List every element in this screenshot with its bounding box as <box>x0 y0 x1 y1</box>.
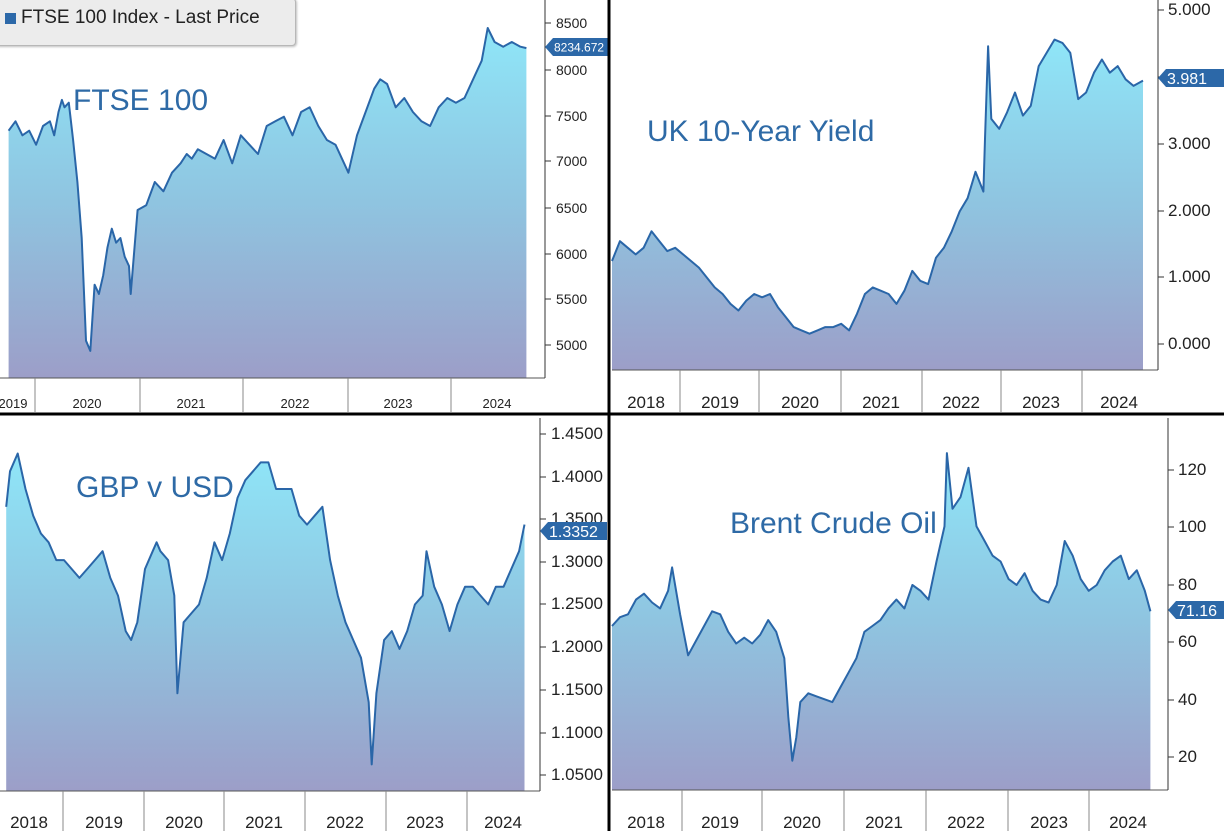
gbp-v-usd-x-tick-label: 2022 <box>326 813 364 831</box>
brent-crude-oil-y-tick-label: 60 <box>1178 632 1197 651</box>
uk-10-year-yield-x-tick-label: 2018 <box>627 393 665 412</box>
legend: FTSE 100 Index - Last Price <box>0 0 296 46</box>
brent-crude-oil-area <box>612 453 1151 790</box>
uk-10-year-yield-area <box>612 39 1143 370</box>
uk-10-year-yield-x-tick-label: 2024 <box>1100 393 1138 412</box>
ftse-100-x-tick-label: 2020 <box>73 396 102 411</box>
gbp-v-usd-last-value-badge <box>540 522 607 540</box>
gbp-v-usd-y-tick-label: 1.2000 <box>551 637 603 656</box>
uk-10-year-yield-y-tick-label: 1.000 <box>1168 267 1211 286</box>
gbp-v-usd-area <box>6 453 525 791</box>
ftse-100-x-tick-label: 2023 <box>384 396 413 411</box>
brent-crude-oil-panel: 2018 2019 2020 2021 2022 2023 2024 120 100 80 60 40… <box>611 418 1224 832</box>
brent-crude-oil-x-tick-label: 2018 <box>627 813 665 831</box>
gbp-v-usd-last-value-label: 1.3352 <box>549 524 598 541</box>
gbp-v-usd-y-tick-label: 1.0500 <box>551 765 603 784</box>
brent-crude-oil-y-tick-label: 120 <box>1178 460 1206 479</box>
gbp-v-usd-y-tick-label: 1.2500 <box>551 594 603 613</box>
ftse-100-y-tick-label: 5000 <box>556 337 587 353</box>
brent-crude-oil-x-tick-label: 2024 <box>1109 813 1147 831</box>
uk-10-year-yield-x-tick-label: 2019 <box>701 393 739 412</box>
ftse-100-last-value-label: 8234.672 <box>554 40 604 54</box>
brent-crude-oil-x-tick-label: 2020 <box>783 813 821 831</box>
ftse-100-x-tick-label: 2022 <box>281 396 310 411</box>
brent-crude-oil-last-value-label: 71.16 <box>1177 603 1217 620</box>
uk-10-year-yield-y-tick-label: 2.000 <box>1168 201 1211 220</box>
gbp-v-usd-x-tick-label: 2024 <box>484 813 522 831</box>
uk-10-year-yield-series-line <box>611 38 1144 335</box>
uk-10-year-yield-x-tick-label: 2020 <box>781 393 819 412</box>
uk-10-year-yield-last-value-badge <box>1158 69 1224 87</box>
gbp-v-usd-x-tick-label: 2023 <box>406 813 444 831</box>
uk-10-year-yield-x-tick-label: 2021 <box>862 393 900 412</box>
brent-crude-oil-y-tick-label: 40 <box>1178 690 1197 709</box>
ftse-100-panel: 2019 2020 2021 2022 2023 2024 8500 8000 7500 7000… <box>0 0 608 412</box>
brent-crude-oil-x-tick-label: 2021 <box>865 813 903 831</box>
uk-10-year-yield-panel: 20182019202020212022202320245.0004.0003.… <box>611 0 1224 412</box>
brent-crude-oil-y-tick-label: 20 <box>1178 747 1197 766</box>
ftse-100-y-tick-label: 8000 <box>556 62 587 78</box>
gbp-v-usd-title: GBP v USD <box>76 471 234 504</box>
brent-crude-oil-series-line <box>611 452 1152 762</box>
ftse-100-title: FTSE 100 <box>73 84 208 117</box>
ftse-100-series-line <box>7 27 527 352</box>
gbp-v-usd-y-tick-label: 1.4500 <box>551 424 603 443</box>
legend-label: FTSE 100 Index - Last Price <box>21 7 260 28</box>
uk-10-year-yield-y-tick-label: 3.000 <box>1168 134 1211 153</box>
gbp-v-usd-x-tick-label: 2021 <box>245 813 283 831</box>
brent-crude-oil-x-tick-label: 2023 <box>1030 813 1068 831</box>
ftse-100-last-value-badge <box>545 38 608 56</box>
gbp-v-usd-x-tick-label: 2019 <box>85 813 123 831</box>
brent-crude-oil-x-tick-label: 2019 <box>701 813 739 831</box>
brent-crude-oil-last-value-badge <box>1168 601 1224 619</box>
uk-10-year-yield-y-tick-label: 5.000 <box>1168 0 1211 19</box>
gbp-v-usd-y-tick-label: 1.3000 <box>551 552 603 571</box>
uk-10-year-yield-y-tick-label: 0.000 <box>1168 334 1211 353</box>
ftse-100-x-tick-label: 2019 <box>0 396 27 411</box>
uk-10-year-yield-x-tick-label: 2022 <box>942 393 980 412</box>
gbp-v-usd-y-tick-label: 1.4000 <box>551 467 603 486</box>
ftse-100-y-tick-label: 6500 <box>556 200 587 216</box>
ftse-100-y-tick-label: 7500 <box>556 108 587 124</box>
brent-crude-oil-y-tick-label: 80 <box>1178 575 1197 594</box>
uk-10-year-yield-x-tick-label: 2023 <box>1022 393 1060 412</box>
uk-10-year-yield-last-value-label: 3.981 <box>1167 71 1207 88</box>
ftse-100-y-tick-label: 6000 <box>556 246 587 262</box>
gbp-v-usd-x-tick-label: 2018 <box>10 813 48 831</box>
brent-crude-oil-y-tick-label: 100 <box>1178 517 1206 536</box>
gbp-v-usd-x-tick-label: 2020 <box>165 813 203 831</box>
gbp-v-usd-y-tick-label: 1.1000 <box>551 723 603 742</box>
ftse-100-y-tick-label: 7000 <box>556 153 587 169</box>
gbp-v-usd-panel: 2018 2019 2020 2021 2022 2023 2024 1.4500 1.4000… <box>0 418 607 832</box>
gbp-v-usd-series-line <box>5 452 526 766</box>
legend-swatch <box>5 13 16 24</box>
brent-crude-oil-title: Brent Crude Oil <box>730 507 937 540</box>
uk-10-year-yield-title: UK 10-Year Yield <box>647 115 874 148</box>
ftse-100-y-tick-label: 8500 <box>556 15 587 31</box>
ftse-100-y-tick-label: 5500 <box>556 291 587 307</box>
ftse-100-area <box>8 28 527 378</box>
ftse-100-x-tick-label: 2021 <box>177 396 206 411</box>
gbp-v-usd-y-tick-label: 1.1500 <box>551 680 603 699</box>
ftse-100-x-tick-label: 2024 <box>483 396 512 411</box>
brent-crude-oil-x-tick-label: 2022 <box>947 813 985 831</box>
